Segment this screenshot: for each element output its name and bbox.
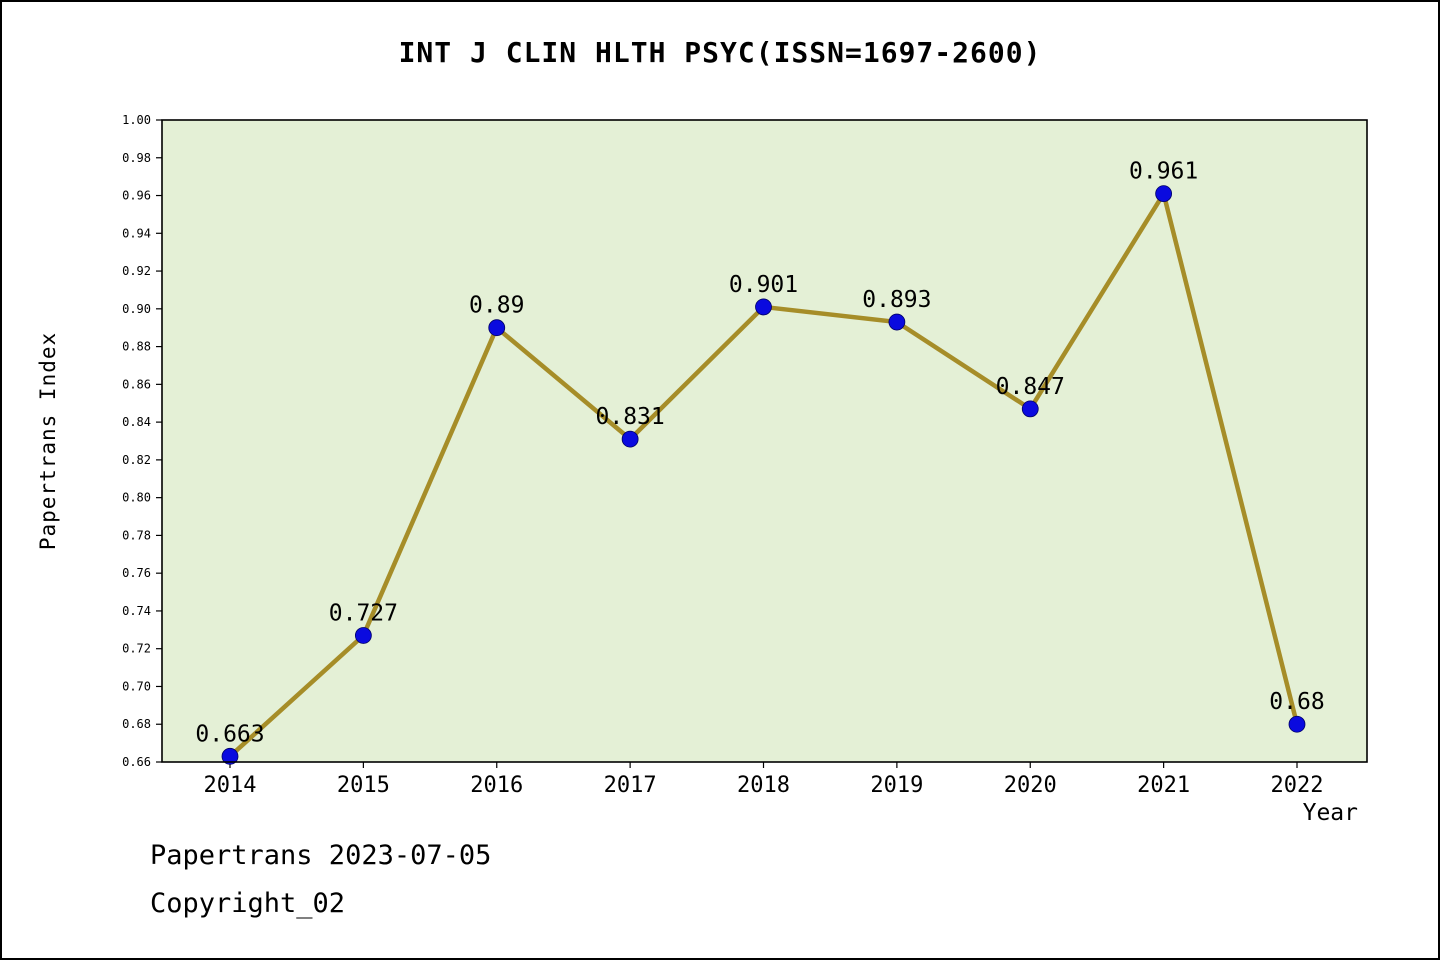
data-point-marker bbox=[1155, 185, 1173, 203]
data-point-marker bbox=[755, 298, 772, 316]
x-tick-label: 2016 bbox=[470, 773, 523, 798]
x-tick-label: 2021 bbox=[1137, 773, 1190, 798]
data-point-label: 0.831 bbox=[596, 404, 665, 430]
footer-source-date: Papertrans 2023-07-05 bbox=[150, 840, 492, 871]
y-tick-label: 0.90 bbox=[122, 302, 151, 316]
x-tick-label: 2018 bbox=[737, 773, 790, 798]
y-tick-label: 0.96 bbox=[122, 189, 151, 203]
y-tick-label: 0.80 bbox=[122, 491, 151, 505]
data-point-label: 0.901 bbox=[729, 272, 798, 298]
y-tick-label: 0.84 bbox=[122, 415, 151, 429]
data-point-label: 0.68 bbox=[1269, 689, 1324, 715]
y-tick-label: 0.72 bbox=[122, 642, 151, 656]
data-point-label: 0.727 bbox=[329, 600, 398, 626]
data-point-label: 0.663 bbox=[195, 721, 264, 747]
y-tick-label: 0.88 bbox=[122, 340, 151, 354]
data-point-marker bbox=[1021, 400, 1039, 418]
x-tick-label: 2019 bbox=[870, 773, 923, 798]
data-point-label: 0.847 bbox=[996, 374, 1065, 400]
y-tick-label: 0.66 bbox=[122, 755, 151, 769]
y-tick-label: 0.86 bbox=[122, 377, 151, 391]
data-point-label: 0.961 bbox=[1129, 159, 1198, 185]
chart-title: INT J CLIN HLTH PSYC(ISSN=1697-2600) bbox=[398, 36, 1042, 69]
x-tick-label: 2015 bbox=[337, 773, 390, 798]
plot-area bbox=[162, 120, 1367, 762]
y-tick-label: 0.68 bbox=[122, 717, 151, 731]
y-tick-label: 0.70 bbox=[122, 679, 151, 693]
plot-border bbox=[161, 119, 1368, 763]
y-tick-label: 0.76 bbox=[122, 566, 151, 580]
y-tick-label: 0.74 bbox=[122, 604, 151, 618]
x-axis-label: Year bbox=[1302, 800, 1358, 826]
y-tick-label: 1.00 bbox=[122, 113, 151, 127]
x-tick-label: 2022 bbox=[1271, 773, 1324, 798]
data-point-label: 0.89 bbox=[469, 293, 524, 319]
y-tick-label: 0.82 bbox=[122, 453, 151, 467]
data-point-marker bbox=[1288, 715, 1306, 733]
x-tick-label: 2014 bbox=[204, 773, 257, 798]
x-tick-label: 2020 bbox=[1004, 773, 1057, 798]
footer-copyright: Copyright_02 bbox=[150, 888, 346, 919]
y-tick-label: 0.94 bbox=[122, 226, 151, 240]
y-tick-label: 0.98 bbox=[122, 151, 151, 165]
y-tick-label: 0.92 bbox=[122, 264, 151, 278]
y-tick-label: 0.78 bbox=[122, 528, 151, 542]
data-point-marker bbox=[621, 430, 639, 448]
y-axis-label: Papertrans Index bbox=[36, 331, 60, 551]
data-point-marker bbox=[888, 313, 906, 331]
data-point-label: 0.893 bbox=[862, 287, 931, 313]
data-point-marker bbox=[354, 627, 372, 644]
x-tick-label: 2017 bbox=[604, 773, 657, 798]
data-point-marker bbox=[488, 319, 506, 337]
data-point-marker bbox=[221, 747, 239, 765]
